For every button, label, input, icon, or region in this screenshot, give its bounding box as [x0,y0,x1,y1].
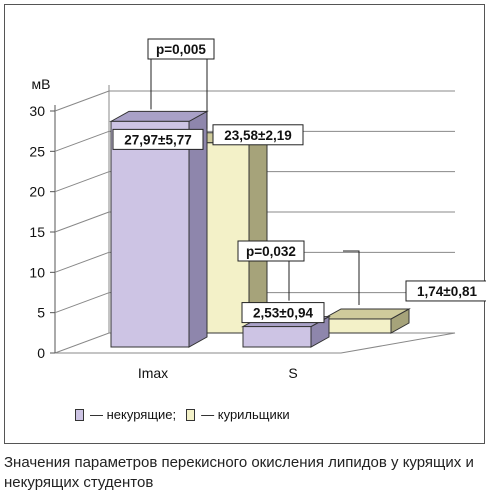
value-label-nonsmokers-imax: 27,97±5,77 [124,132,191,147]
x-tick-label: Imax [138,365,168,381]
y-tick-label: 20 [29,184,45,200]
gridline-diagonal [54,90,110,112]
y-unit-label: мВ [32,76,51,92]
value-label-smokers-imax: 23,58±2,19 [224,128,291,143]
legend-swatch-nonsmokers [75,408,84,421]
legend-item-nonsmokers: — некурящие; [75,407,176,422]
p-value-s-box [237,240,305,262]
p-connector-s-right [343,250,360,305]
chart-frame: 0 5 10 15 20 25 30 мВ Imax S 27,97±5,77 23,58±2,19 p… [4,4,486,444]
figure-caption: Значения параметров перекисного окислени… [4,454,474,491]
x-tick-label: S [288,365,297,381]
value-label-nonsmokers-imax-box [112,128,204,150]
gridline-diagonal [54,251,110,273]
value-label-nonsmokers-s: 2,53±0,94 [253,306,313,321]
legend-swatch-smokers [186,408,196,421]
y-tick-label: 10 [29,264,45,280]
y-tick-label: 0 [37,345,45,361]
gridline-diagonal [54,171,110,193]
value-label-smokers-s: 1,74±0,81 [417,284,477,299]
gridline-diagonal [54,130,110,152]
legend-item-smokers: — курильщики [186,407,290,422]
legend-label-nonsmokers: — некурящие; [90,407,177,422]
p-value-imax: p=0,005 [156,42,206,57]
p-value-imax-box [147,38,215,60]
y-tick-label: 5 [37,305,45,321]
legend: — некурящие; — курильщики [75,407,300,422]
value-label-smokers-s-box [405,280,486,302]
value-label-smokers-imax-box [212,124,304,146]
gridline-diagonal [54,211,110,233]
p-value-s: p=0,032 [246,244,296,259]
value-label-nonsmokers-s-box [241,302,325,324]
gridline-diagonal [54,292,110,314]
bar-smokers-s [322,318,392,334]
bar-chart: 0 5 10 15 20 25 30 мВ Imax S 27,97±5,77 23,58±2,19 p… [29,38,486,381]
bar-nonsmokers-imax [110,120,190,348]
y-tick-label: 15 [29,224,45,240]
y-tick-label: 25 [29,143,45,159]
bar-nonsmokers-imax-top [109,110,209,122]
legend-label-smokers: — курильщики [201,407,290,422]
bar-nonsmokers-s [242,326,312,348]
y-tick-label: 30 [29,103,45,119]
